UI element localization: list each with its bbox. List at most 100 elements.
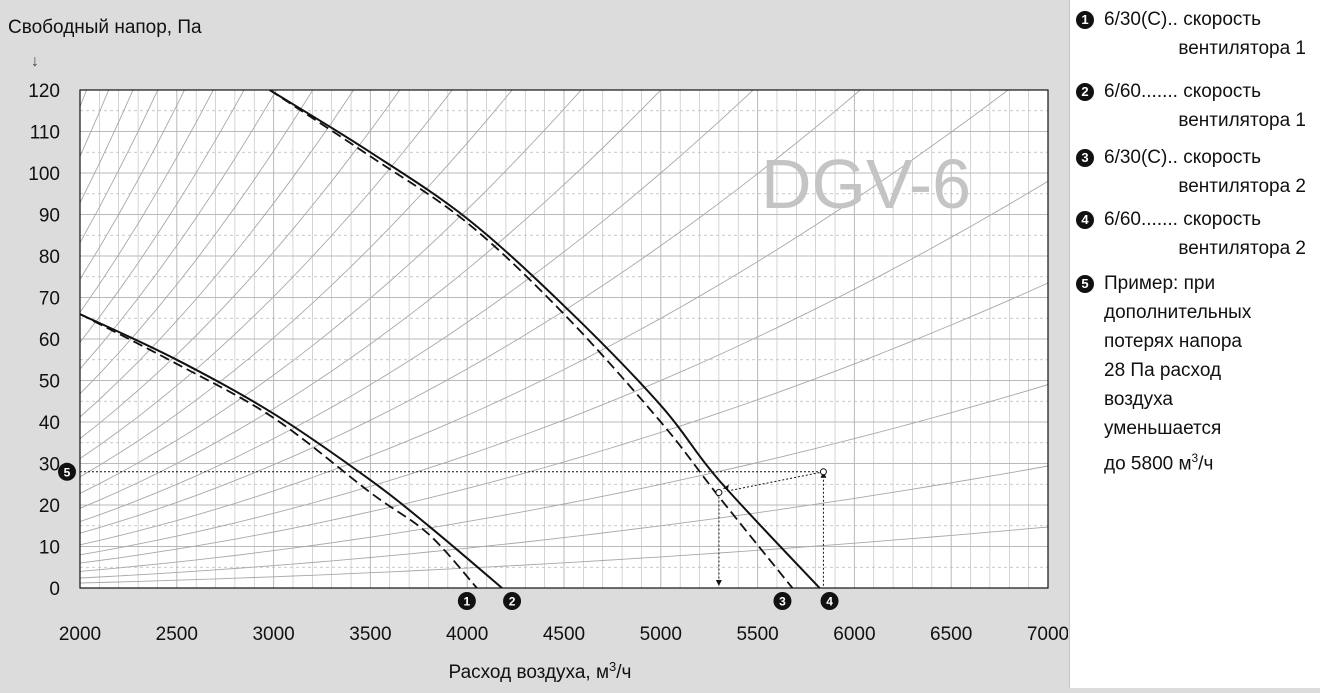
note-line-7: до 5800 м3/ч — [1104, 446, 1213, 476]
fan-curve-4 — [269, 90, 821, 588]
x-tick-label: 3500 — [349, 624, 391, 645]
legend-panel: 1 6/30(C).. скорость вентилятора 1 2 6/6… — [1069, 0, 1320, 688]
curve-marker-3: 3 — [773, 592, 792, 610]
system-curve — [0, 36, 22, 588]
example-point-original — [819, 468, 827, 476]
axis-ticks: 0 10 20 30 40 50 60 70 80 90 100 110 120 2000 2500 3000… — [28, 81, 1069, 645]
system-curve — [80, 90, 245, 344]
x-tick-label: 3000 — [252, 624, 294, 645]
legend-item-2-line2: вентилятора 1 — [1178, 110, 1306, 131]
curve-marker-2-label: 2 — [509, 595, 516, 609]
system-curve — [80, 180, 1048, 556]
fan-curve-3 — [269, 90, 794, 588]
y-tick-label: 90 — [39, 206, 60, 227]
y-tick-label: 50 — [39, 372, 60, 393]
legend-item-4-line1: 6/60....... скорость — [1104, 209, 1262, 230]
system-curve — [80, 90, 754, 523]
note-line-5: воздуха — [1104, 389, 1173, 410]
system-curve — [80, 90, 214, 314]
example-point-result — [715, 489, 723, 497]
system-curve — [80, 90, 861, 534]
y-axis-arrow: ↓ — [31, 53, 39, 70]
system-curve — [80, 90, 1009, 546]
y-tick-label: 100 — [28, 164, 60, 185]
system-curve — [80, 465, 1048, 579]
system-curve — [80, 90, 401, 440]
y-tick-label: 10 — [39, 538, 60, 559]
marker-4-badge: 4 — [1076, 211, 1094, 229]
y-tick-label: 80 — [39, 247, 60, 268]
y-tick-label: 30 — [39, 455, 60, 476]
curve-marker-1-disc — [457, 592, 476, 610]
curve-marker-3-label: 3 — [779, 595, 786, 609]
system-curve — [80, 90, 513, 478]
example-arrowhead — [722, 484, 729, 490]
y-tick-label: 20 — [39, 496, 60, 517]
plot-frame — [79, 89, 1049, 589]
system-curve — [0, 37, 41, 588]
curve-marker-1-label: 1 — [464, 595, 471, 609]
curve-marker-2: 2 — [503, 592, 522, 610]
marker-5-badge: 5 — [1076, 275, 1094, 293]
example-shift-line — [724, 471, 824, 493]
x-tick-label: 5500 — [736, 624, 778, 645]
system-curve — [80, 90, 314, 395]
note-line-7-sup: 3 — [1191, 451, 1199, 465]
curve-marker-2-disc — [503, 592, 522, 610]
legend-item-4-line2: вентилятора 2 — [1178, 238, 1306, 259]
y-axis-title: Свободный напор, Па — [8, 17, 202, 38]
x-tick-label: 7000 — [1027, 624, 1068, 645]
legend-item-1-line1: 6/30(C).. скорость — [1104, 9, 1262, 30]
legend-item-3: 3 6/30(C).. скорость вентилятора 2 — [1074, 146, 1314, 197]
grid — [80, 90, 1048, 588]
example-note: 5 Пример: при дополнительных потерях нап… — [1074, 272, 1314, 492]
example-marker-5-disc — [58, 462, 76, 481]
note-line-3: потерях напора — [1104, 331, 1242, 352]
x-tick-label: 2000 — [59, 624, 101, 645]
x-axis-title: Расход воздуха, м3/ч — [449, 659, 632, 683]
note-line-4: 28 Па расход — [1104, 360, 1222, 381]
note-line-2: дополнительных — [1104, 302, 1252, 323]
x-tick-label: 4000 — [446, 624, 488, 645]
x-tick-label: 4500 — [543, 624, 585, 645]
system-curve — [0, 36, 3, 588]
system-curve — [80, 526, 1048, 584]
curve-markers: 1 2 3 4 5 — [58, 462, 839, 610]
y-tick-label: 110 — [30, 123, 60, 144]
system-curve — [80, 90, 159, 244]
system-curve — [80, 90, 355, 418]
example-arrowhead-down — [715, 580, 722, 586]
pressure-flow-chart: Свободный напор, Па ↓ DGV-6 0 10 20 30 40 50 6… — [0, 17, 1069, 683]
curve-marker-4: 4 — [820, 592, 839, 610]
system-curve — [80, 282, 1048, 564]
system-curve — [80, 90, 662, 509]
x-tick-label: 5000 — [640, 624, 682, 645]
system-curve — [80, 384, 1048, 572]
legend-item-1: 1 6/30(C).. скорость вентилятора 1 — [1074, 8, 1314, 59]
marker-2-badge: 2 — [1076, 83, 1094, 101]
example-marker-5: 5 — [58, 462, 76, 481]
y-tick-label: 0 — [49, 579, 60, 600]
y-tick-label: 60 — [39, 330, 60, 351]
legend-item-4: 4 6/60....... скорость вентилятора 2 — [1074, 208, 1314, 259]
note-line-7-text: до 5800 м — [1104, 453, 1192, 475]
note-line-7-unit: /ч — [1198, 453, 1214, 475]
x-tick-label: 6000 — [833, 624, 875, 645]
fan-curves — [80, 90, 821, 588]
system-curves — [0, 36, 1048, 588]
model-watermark: DGV-6 — [761, 145, 971, 223]
curve-marker-4-disc — [820, 592, 839, 610]
legend-item-2: 2 6/60....... скорость вентилятора 1 — [1074, 80, 1314, 131]
curve-marker-3-disc — [773, 592, 792, 610]
example-construction — [80, 468, 827, 588]
legend-item-2-line1: 6/60....... скорость — [1104, 81, 1262, 102]
chart-area: Свободный напор, Па ↓ DGV-6 0 10 20 30 40 50 6… — [0, 17, 1069, 683]
x-tick-label: 2500 — [156, 624, 198, 645]
fan-curve-1 — [80, 313, 478, 588]
curve-marker-1: 1 — [457, 592, 476, 610]
marker-3-badge: 3 — [1076, 149, 1094, 167]
example-marker-5-label: 5 — [64, 465, 71, 479]
system-curve — [80, 90, 278, 370]
y-tick-label: 120 — [28, 81, 60, 102]
system-curve — [80, 90, 582, 494]
